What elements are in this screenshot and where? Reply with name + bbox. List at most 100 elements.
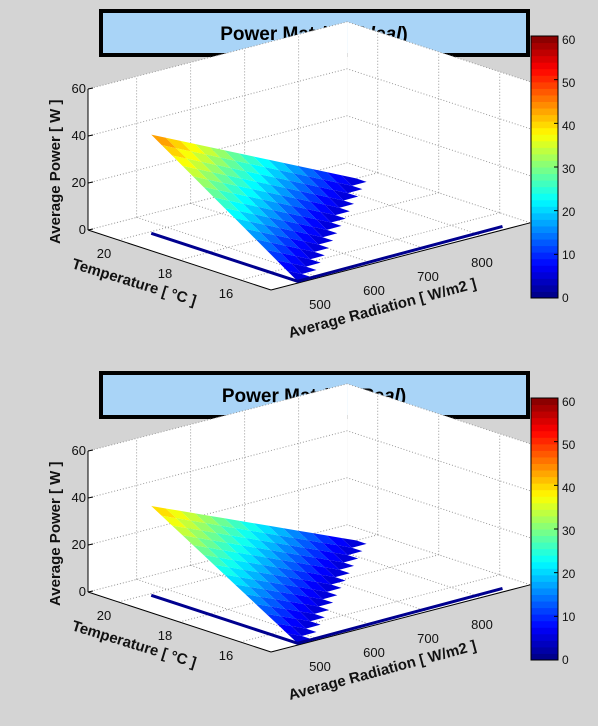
surface-patch [224,518,250,531]
surface-patch [310,564,336,578]
surface-patch [285,245,311,260]
surface-patch [224,150,250,164]
surface-patch [293,173,319,187]
surface-patch [226,542,252,556]
colorbar-segment [531,515,558,523]
surface-patch [303,183,329,198]
grid-line [87,115,531,184]
surface-patch [320,574,346,585]
grid-line [136,578,320,640]
x-tick-label: 500 [309,659,331,674]
colorbar-segment [531,607,558,615]
x-tick-label: 600 [363,645,385,660]
colorbar-segment [531,199,558,207]
y-tick-label: 16 [219,286,233,301]
surface-patch [285,608,311,622]
colorbar-tick-label: 10 [562,610,576,624]
grid-line [87,430,531,499]
surface-patch [266,192,292,206]
surface-patch [276,260,302,274]
surface-patch [236,185,263,200]
colorbar-segment [531,186,558,194]
surface-patch [268,159,294,174]
surface-patch [270,606,296,619]
colorbar-segment [531,219,558,227]
surface-patch [285,187,311,202]
z-tick-label: 0 [79,584,86,599]
surface-patch [255,239,281,253]
colorbar-tick-label: 40 [562,481,576,495]
surface-patch [293,537,319,551]
surface-patch [276,567,302,580]
surface-patch [293,594,319,607]
z-tick-label: 60 [72,81,86,96]
surface-patch [312,226,338,238]
surface-patch [272,209,298,224]
surface-patch [190,151,217,165]
colorbar-tick-label: 20 [562,567,576,581]
surface-patch [182,166,208,180]
surface-patch [205,523,231,536]
colorbar-segment [531,424,558,432]
axis-line [87,591,272,653]
surface-patch [266,557,292,570]
z-tick-labels: 0 20 40 60 [72,81,86,237]
surface-patch [218,190,244,204]
surface-patch [259,596,286,609]
surface-patch [218,557,244,570]
colorbar-segment [531,463,558,471]
surface-patch [278,227,304,242]
surface-patch [239,577,265,590]
surface-patch [337,545,363,556]
colorbar-segment [531,640,558,648]
surface-patch [222,550,248,563]
colorbar-tick-label: 60 [562,33,576,47]
surface-patch [308,176,334,190]
surface-patch [301,579,327,592]
surface-patch [255,547,281,560]
surface-patch [274,599,300,612]
z-axis-label: Average Power [ W ] [47,100,64,244]
colorbar-segment [531,252,558,260]
colorbar [530,397,559,661]
surface-patch [333,189,359,201]
surface-patch [249,163,275,178]
y-tick-label: 18 [158,628,172,643]
surface-patch [172,155,198,170]
surface-patch [259,174,286,188]
y-axis-label: Temperature [ °C ] [70,256,198,310]
surface-patch [289,238,315,252]
tick-mark [87,134,94,137]
surface-patch [328,559,355,570]
surface-patch [264,166,290,181]
surface-patch [241,545,267,558]
surface-patch [243,569,269,583]
surface-patch [295,256,321,267]
surface-patch [216,532,242,546]
surface-patch [151,134,177,149]
surface-patch [247,196,273,210]
surface-patch [322,179,348,194]
colorbar-tick-label: 30 [562,524,576,538]
colorbar-tick-label: 60 [562,395,576,409]
x-tick-labels: 500 600 700 800 [309,255,493,312]
axis-line [270,222,531,291]
surface-patch [282,220,309,235]
surface-patch [193,176,219,191]
x-tick-label: 600 [363,283,385,298]
colorbar-segment [531,127,558,135]
surface-patch [280,195,306,209]
grid-line [87,524,531,593]
surface-patch [276,623,302,636]
axis-line [270,584,531,653]
colorbar-segment [531,265,558,273]
surface-patch [262,199,288,214]
colorbar-tick-labels: 0 10 20 30 40 50 60 [562,33,576,305]
surface-patch [180,510,206,524]
colorbar-segment [531,245,558,253]
surface-patch [295,198,321,213]
surface-patch [245,537,271,551]
surface-patch [259,540,286,553]
surface-patch [245,594,271,607]
x-tick-label: 700 [417,269,439,284]
